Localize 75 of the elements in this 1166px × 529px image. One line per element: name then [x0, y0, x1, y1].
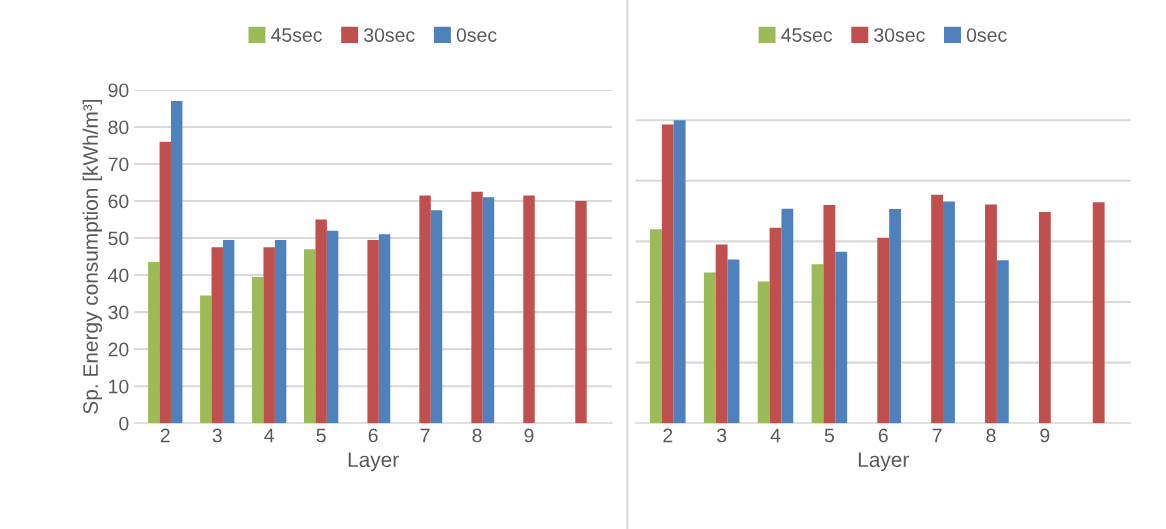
x-tick-label: 4: [770, 428, 781, 443]
bar: [170, 101, 183, 424]
bar: [471, 191, 483, 424]
bar: [943, 201, 955, 424]
legend-label: 45sec: [781, 28, 833, 42]
bar: [222, 239, 235, 424]
bar: [482, 197, 495, 424]
bar: [159, 141, 171, 424]
bar: [996, 260, 1009, 424]
bar: [757, 281, 770, 424]
bar: [931, 194, 944, 424]
x-tick-label: 3: [716, 428, 727, 443]
bar: [419, 195, 431, 424]
x-axis-title: Layer: [858, 452, 909, 472]
bar: [575, 201, 587, 424]
y-axis-title: Sp. Energy consumption [kWh/m³]: [82, 100, 103, 414]
bar: [252, 276, 264, 424]
x-tick-label: 7: [932, 428, 942, 443]
x-axis-title: Layer: [348, 452, 399, 472]
y-tick-label: 10: [109, 379, 129, 394]
x-tick-label: 5: [824, 428, 834, 443]
bar: [430, 210, 443, 424]
bar: [211, 247, 223, 424]
x-tick-label: 5: [316, 428, 326, 443]
bar: [1092, 202, 1105, 424]
bar: [811, 264, 824, 424]
legend-label: 0sec: [456, 28, 497, 42]
x-tick-label: 8: [472, 428, 482, 443]
bar: [304, 249, 316, 424]
bar: [274, 239, 287, 424]
bar: [1038, 212, 1051, 424]
bar: [889, 209, 902, 424]
bar: [877, 237, 890, 424]
bar: [727, 259, 740, 424]
x-tick-label: 7: [420, 428, 430, 443]
legend-label: 30sec: [364, 28, 415, 42]
legend-label: 0sec: [966, 28, 1007, 42]
x-tick-label: 4: [264, 428, 275, 443]
bar: [315, 219, 327, 424]
x-tick-label: 6: [368, 428, 378, 443]
bar: [715, 244, 728, 424]
bar: [703, 272, 716, 424]
bar: [835, 251, 848, 424]
y-tick-label: 70: [108, 157, 129, 172]
bar: [148, 262, 160, 424]
y-tick-label: 0: [119, 416, 129, 431]
bar: [650, 229, 662, 424]
bar: [263, 247, 275, 424]
bar: [200, 295, 212, 424]
bar: [985, 204, 997, 424]
x-tick-label: 8: [986, 428, 996, 443]
y-tick-label: 90: [108, 83, 129, 98]
y-tick-label: 60: [108, 194, 129, 209]
x-tick-label: 6: [878, 428, 888, 443]
y-tick-label: 50: [108, 231, 129, 246]
x-tick-label: 2: [160, 428, 170, 443]
y-tick-label: 40: [108, 268, 129, 283]
x-tick-label: 2: [663, 428, 673, 443]
bar: [378, 234, 391, 424]
bar: [823, 205, 836, 424]
bar: [326, 230, 339, 424]
bar: [367, 239, 379, 424]
bar: [769, 227, 782, 424]
x-tick-label: 3: [212, 428, 222, 443]
bar: [661, 124, 674, 424]
y-tick-label: 30: [108, 305, 129, 320]
bar: [781, 208, 794, 424]
y-tick-label: 20: [108, 342, 129, 357]
bar: [523, 195, 535, 424]
x-tick-label: 9: [524, 428, 534, 443]
bar: [673, 120, 686, 424]
legend-label: 45sec: [271, 28, 322, 42]
x-tick-label: 9: [1040, 428, 1050, 443]
legend-label: 30sec: [874, 28, 925, 42]
y-tick-label: 80: [108, 120, 129, 135]
